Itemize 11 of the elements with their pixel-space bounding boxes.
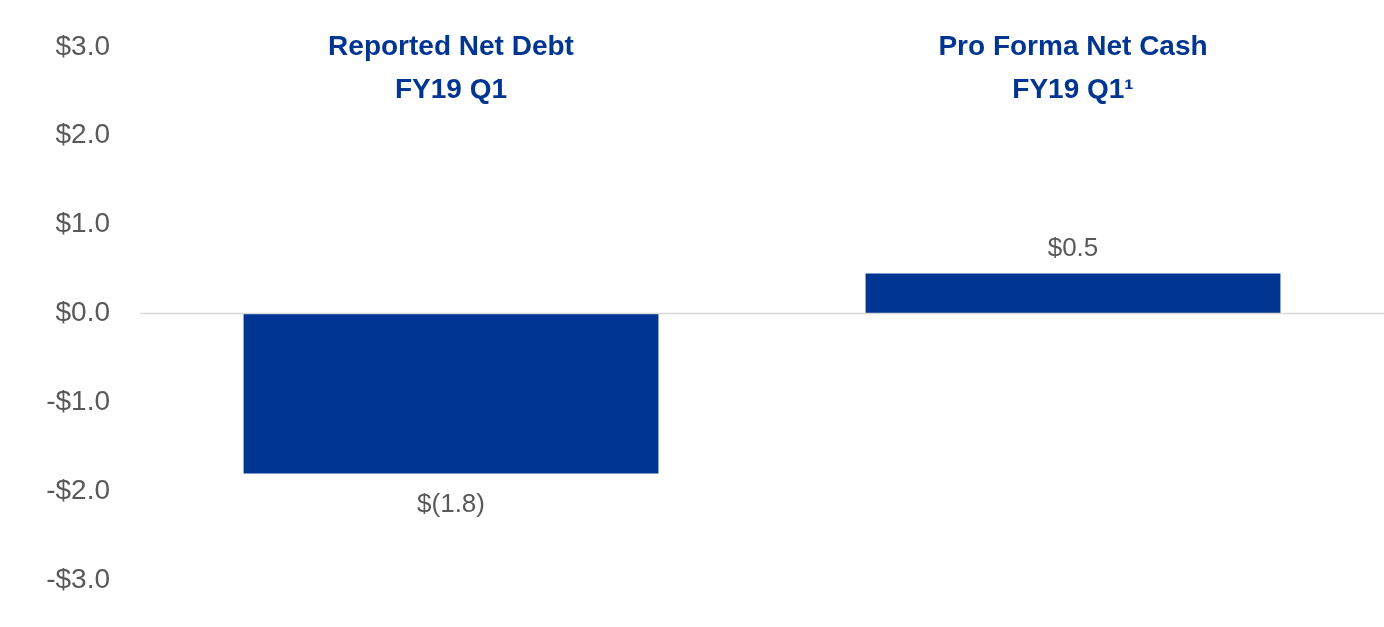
x-tick-label: Reported Net Debt FY19 Q1 bbox=[328, 29, 574, 104]
y-tick-label: $1.0 bbox=[55, 207, 110, 239]
y-tick-label: $3.0 bbox=[55, 29, 110, 61]
y-tick-label: -$1.0 bbox=[46, 385, 110, 417]
data-label: $(1.8) bbox=[417, 487, 485, 518]
y-tick-label: $2.0 bbox=[55, 118, 110, 150]
data-label: $0.5 bbox=[1047, 231, 1099, 262]
y-tick-label: -$3.0 bbox=[46, 562, 110, 594]
y-tick-label: $0.0 bbox=[55, 296, 110, 328]
y-tick-label: -$2.0 bbox=[46, 474, 110, 506]
x-tick-label: Pro Forma Net Cash FY19 Q1¹ bbox=[938, 29, 1208, 104]
